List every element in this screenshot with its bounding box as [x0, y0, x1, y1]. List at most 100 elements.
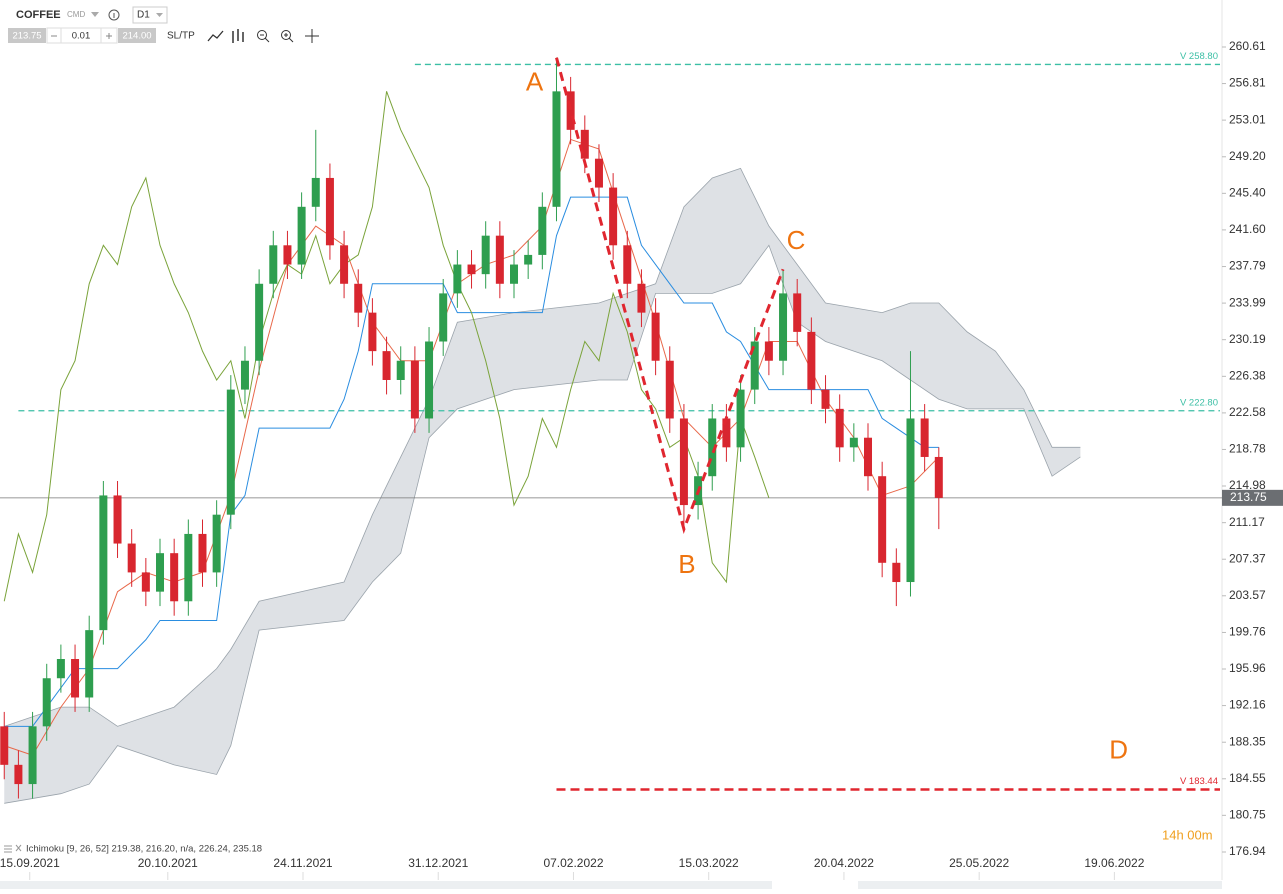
candle-body: [226, 389, 235, 515]
candle-body: [0, 726, 9, 765]
candle-body: [56, 659, 65, 679]
y-tick-label: 192.16: [1229, 698, 1266, 712]
candle-body: [736, 389, 745, 448]
y-tick-label: 188.35: [1229, 734, 1266, 748]
x-tick-label: 19.06.2022: [1084, 856, 1144, 870]
scrollbar[interactable]: [0, 881, 1222, 889]
zoom-out[interactable]: [257, 30, 267, 40]
candle-body: [821, 389, 830, 409]
candle-body: [580, 129, 589, 159]
candle-body: [637, 283, 646, 313]
move-tool[interactable]: [305, 29, 319, 43]
interval: D1: [137, 10, 150, 21]
y-tick-label: 207.37: [1229, 551, 1266, 565]
interval-box[interactable]: [132, 6, 168, 24]
zoom-in-icon: [284, 33, 294, 43]
candle-body: [878, 476, 887, 563]
y-tick-label: 256.81: [1229, 76, 1266, 90]
candle-body: [396, 360, 405, 380]
candle-body: [764, 341, 773, 361]
y-tick-label: 249.20: [1229, 149, 1266, 163]
candle-body: [920, 418, 929, 457]
ask: 214.00: [122, 31, 151, 42]
candle-body: [382, 351, 391, 380]
candle-body: [552, 91, 561, 207]
plus-icon: [106, 33, 112, 39]
y-tick-label: 260.61: [1229, 39, 1266, 53]
indicator-close[interactable]: [15, 844, 22, 852]
candle-body: [722, 418, 731, 448]
candle-tool[interactable]: [232, 29, 244, 43]
candle-body: [835, 408, 844, 448]
candle-body: [849, 437, 858, 448]
timer: 14h 00m: [1162, 827, 1213, 842]
y-tick-label: 203.57: [1229, 588, 1266, 602]
candle-body: [892, 562, 901, 583]
y-tick-label: 176.94: [1229, 844, 1266, 858]
y-tick-label: 218.78: [1229, 442, 1266, 456]
x-tick-label: 31.12.2021: [408, 856, 468, 870]
x-tick-label: 20.10.2021: [138, 856, 198, 870]
x-tick-label: 24.11.2021: [273, 856, 332, 870]
candle-body: [665, 360, 674, 419]
ask-box[interactable]: [118, 28, 156, 43]
candle-body: [156, 553, 165, 592]
candle-body: [467, 264, 476, 275]
y-tick-label: 222.58: [1229, 405, 1266, 419]
plot: V 258.80 V 222.80 V 183.44 A B C D: [0, 51, 1222, 804]
candle-body: [283, 245, 292, 265]
candle-body: [99, 495, 108, 631]
candle-body: [623, 245, 632, 284]
y-tick-label: 241.60: [1229, 222, 1266, 236]
interval-dropdown: [156, 13, 163, 17]
indicator-menu[interactable]: [4, 845, 12, 853]
candle-body: [750, 341, 759, 390]
line-tool[interactable]: [207, 30, 224, 42]
price-axis-bg: [1222, 0, 1283, 889]
y-tick-label: 237.79: [1229, 259, 1266, 273]
bid-box[interactable]: [8, 28, 46, 43]
scroll-gap: [772, 881, 858, 889]
pattern-label: C: [787, 225, 806, 255]
candle-body: [14, 764, 23, 785]
symbol-dropdown[interactable]: [91, 12, 99, 17]
candle-body: [439, 293, 448, 342]
candle-body: [240, 360, 249, 390]
candle-body: [524, 254, 533, 265]
candle-body: [113, 495, 122, 544]
candle-body: [368, 312, 377, 352]
candle-body: [864, 437, 873, 477]
candle-body: [85, 630, 94, 698]
candle-body: [594, 158, 603, 188]
candle-body: [481, 235, 490, 275]
candle-body: [311, 177, 320, 207]
zoom-out-icon: [260, 34, 270, 43]
candle-body: [198, 533, 207, 573]
symbol[interactable]: COFFEE: [16, 9, 61, 21]
cloud-edge: [4, 244, 1081, 804]
info-icon[interactable]: [108, 9, 120, 21]
candle-body: [354, 283, 363, 313]
zoom-in[interactable]: [281, 30, 291, 40]
sltp[interactable]: SL/TP: [167, 31, 195, 42]
candle-body: [566, 91, 575, 130]
candle-body: [28, 726, 37, 785]
candle-body: [71, 659, 80, 698]
candle-body: [538, 206, 547, 255]
candle-body: [510, 264, 519, 284]
candle-body: [212, 514, 221, 573]
candle-body: [127, 543, 136, 573]
candle-body: [495, 235, 504, 284]
candle-body: [297, 206, 306, 265]
x-tick-label: 20.04.2022: [814, 856, 874, 870]
candle-body: [410, 360, 419, 419]
candle-body: [934, 456, 943, 498]
candle-body: [906, 418, 915, 583]
candle-body: [609, 187, 618, 246]
y-tick-label: 214.98: [1229, 478, 1266, 492]
y-tick-label: 253.01: [1229, 112, 1266, 126]
y-tick-label: 195.96: [1229, 661, 1266, 675]
x-tick-label: 15.03.2022: [679, 856, 739, 870]
indicator-line: [3, 91, 770, 602]
